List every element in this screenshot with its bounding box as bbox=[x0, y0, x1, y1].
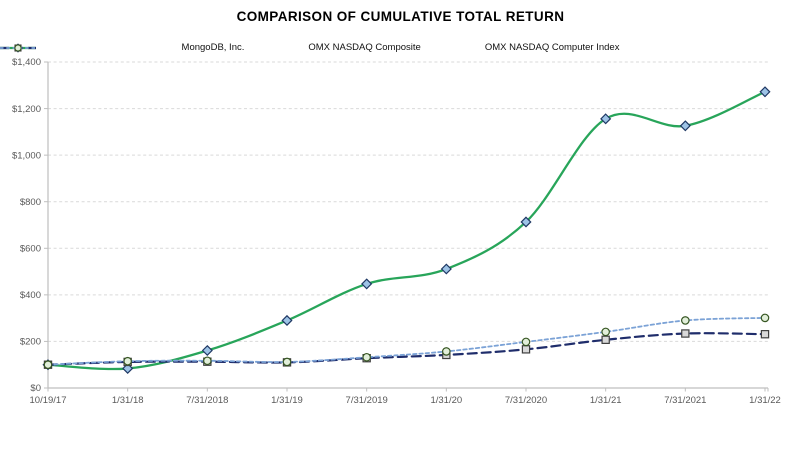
chart-title: COMPARISON OF CUMULATIVE TOTAL RETURN bbox=[236, 9, 565, 24]
series-line bbox=[46, 332, 767, 366]
legend-label: OMX NASDAQ Computer Index bbox=[484, 42, 620, 53]
circle-marker bbox=[43, 360, 53, 370]
diamond-marker bbox=[679, 120, 691, 132]
x-tick-label: 7/31/2019 bbox=[346, 395, 388, 406]
circle-marker bbox=[601, 327, 610, 337]
x-tick-label: 1/31/19 bbox=[271, 395, 303, 406]
x-tick-label: 10/19/17 bbox=[30, 395, 67, 406]
circle-marker bbox=[282, 357, 292, 367]
legend-label: OMX NASDAQ Composite bbox=[308, 42, 421, 53]
y-tick-label: $800 bbox=[20, 197, 41, 208]
x-axis-labels: 10/19/17 1/31/18 7/31/2018 1/31/19 7/31/2019… bbox=[30, 395, 781, 406]
diamond-marker bbox=[281, 314, 293, 327]
series-omx-nasdaq-composite bbox=[43, 329, 770, 369]
y-gridlines bbox=[48, 61, 768, 342]
circle-marker bbox=[123, 356, 132, 366]
diamond-marker bbox=[520, 216, 532, 228]
y-tick-label: $1,000 bbox=[12, 150, 41, 161]
x-tick-label: 7/31/2018 bbox=[186, 395, 228, 406]
axes bbox=[44, 61, 769, 392]
series-line bbox=[46, 90, 767, 371]
x-tick-label: 1/31/18 bbox=[112, 395, 144, 406]
circle-marker bbox=[681, 316, 690, 325]
circle-marker bbox=[362, 352, 371, 362]
square-marker bbox=[681, 329, 690, 338]
x-tick-label: 1/31/21 bbox=[590, 395, 622, 406]
x-tick-label: 1/31/22 bbox=[749, 395, 781, 406]
y-tick-label: $400 bbox=[20, 290, 41, 301]
chart-legend: MongoDB, Inc. OMX NASDAQ Composite OMX NAS… bbox=[0, 42, 801, 53]
legend-marker bbox=[14, 44, 22, 52]
y-tick-label: $1,200 bbox=[12, 104, 41, 115]
y-tick-label: $600 bbox=[20, 243, 41, 254]
square-marker bbox=[601, 335, 610, 344]
series-omx-nasdaq-computer-index bbox=[43, 313, 770, 370]
legend-label: MongoDB, Inc. bbox=[181, 42, 245, 53]
diamond-marker bbox=[201, 344, 213, 357]
y-tick-label: $0 bbox=[30, 383, 41, 394]
y-tick-label: $1,400 bbox=[12, 57, 41, 68]
circle-marker bbox=[203, 356, 212, 366]
diamond-marker bbox=[440, 263, 452, 275]
diamond-marker bbox=[361, 278, 373, 290]
circle-line-sample-icon bbox=[0, 44, 36, 52]
y-axis-labels: $0 $200 $400 $600 $800 $1,000 $1,200 $1,400 bbox=[12, 57, 41, 394]
diamond-marker bbox=[759, 86, 771, 98]
legend-item-omx-nasdaq-computer-index: OMX NASDAQ Computer Index bbox=[0, 42, 620, 53]
diamond-marker bbox=[600, 113, 612, 125]
square-marker bbox=[760, 330, 770, 339]
x-tick-label: 7/31/2020 bbox=[505, 395, 547, 406]
series-mongodb-inc bbox=[42, 86, 771, 374]
series-line bbox=[47, 317, 766, 366]
x-tick-label: 7/31/2021 bbox=[664, 395, 706, 406]
y-tick-label: $200 bbox=[20, 337, 41, 348]
circle-marker bbox=[442, 347, 451, 356]
circle-marker bbox=[760, 313, 770, 323]
x-tick-label: 1/31/20 bbox=[430, 395, 462, 406]
circle-marker bbox=[521, 337, 531, 347]
square-marker bbox=[521, 345, 531, 354]
